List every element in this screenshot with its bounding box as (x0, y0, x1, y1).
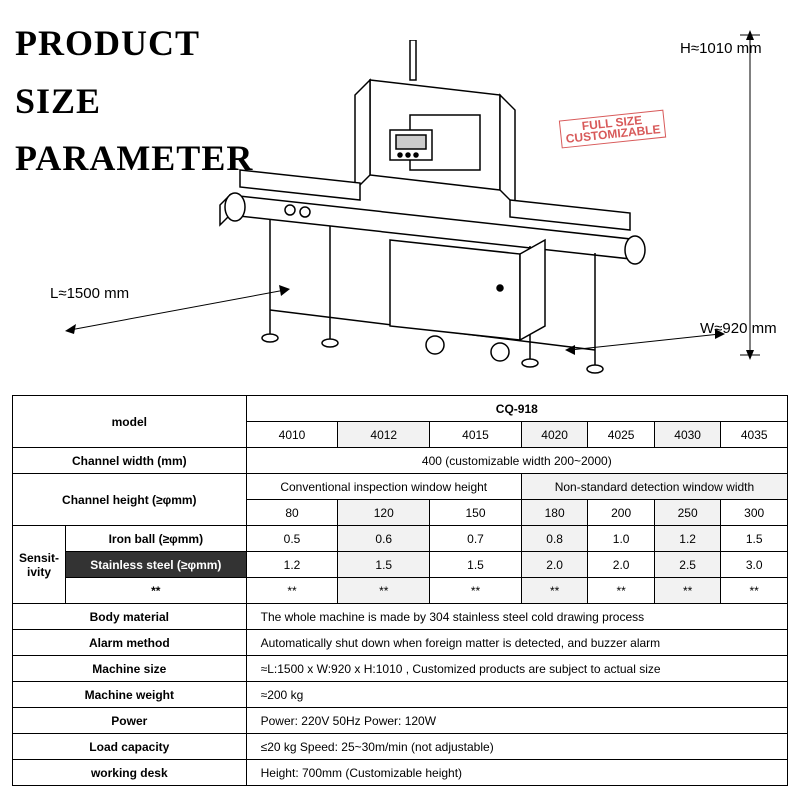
hdr-power: Power (13, 708, 247, 734)
ss-6: 3.0 (721, 552, 788, 578)
spec-table: model CQ-918 4010 4012 4015 4020 4025 40… (12, 395, 788, 786)
dimension-height: H≈1010 mm (680, 40, 762, 57)
star-4: ** (588, 578, 655, 604)
ss-0: 1.2 (246, 552, 338, 578)
height-6: 300 (721, 500, 788, 526)
hdr-window-nonstd: Non-standard detection window width (521, 474, 787, 500)
hdr-iron: Iron ball (≥φmm) (66, 526, 247, 552)
product-diagram: H≈1010 mm W≈920 mm L≈1500 mm FULL SIZE C… (180, 10, 790, 380)
hdr-desk: working desk (13, 760, 247, 786)
val-power: Power: 220V 50Hz Power: 120W (246, 708, 787, 734)
height-5: 250 (654, 500, 721, 526)
hdr-weight: Machine weight (13, 682, 247, 708)
star-6: ** (721, 578, 788, 604)
dimension-width: W≈920 mm (700, 320, 777, 337)
variant-5: 4030 (654, 422, 721, 448)
hdr-ss: Stainless steel (≥φmm) (66, 552, 247, 578)
ss-3: 2.0 (521, 552, 588, 578)
val-channel-width: 400 (customizable width 200~2000) (246, 448, 787, 474)
hdr-load: Load capacity (13, 734, 247, 760)
val-alarm: Automatically shut down when foreign mat… (246, 630, 787, 656)
iron-2: 0.7 (430, 526, 522, 552)
variant-0: 4010 (246, 422, 338, 448)
height-3: 180 (521, 500, 588, 526)
val-size: ≈L:1500 x W:920 x H:1010 , Customized pr… (246, 656, 787, 682)
iron-5: 1.2 (654, 526, 721, 552)
hdr-model: model (13, 396, 247, 448)
height-1: 120 (338, 500, 430, 526)
variant-4: 4025 (588, 422, 655, 448)
height-4: 200 (588, 500, 655, 526)
hdr-series: CQ-918 (246, 396, 787, 422)
star-1: ** (338, 578, 430, 604)
iron-6: 1.5 (721, 526, 788, 552)
hdr-size: Machine size (13, 656, 247, 682)
height-0: 80 (246, 500, 338, 526)
star-0: ** (246, 578, 338, 604)
hdr-body-material: Body material (13, 604, 247, 630)
hdr-channel-height: Channel height (≥φmm) (13, 474, 247, 526)
star-5: ** (654, 578, 721, 604)
hdr-window-conv: Conventional inspection window height (246, 474, 521, 500)
val-weight: ≈200 kg (246, 682, 787, 708)
ss-4: 2.0 (588, 552, 655, 578)
ss-5: 2.5 (654, 552, 721, 578)
star-3: ** (521, 578, 588, 604)
iron-4: 1.0 (588, 526, 655, 552)
hdr-sensitivity: Sensit-ivity (13, 526, 66, 604)
hdr-star: ** (66, 578, 247, 604)
dimension-length: L≈1500 mm (50, 285, 129, 302)
variant-2: 4015 (430, 422, 522, 448)
iron-3: 0.8 (521, 526, 588, 552)
val-load: ≤20 kg Speed: 25~30m/min (not adjustable… (246, 734, 787, 760)
height-2: 150 (430, 500, 522, 526)
variant-6: 4035 (721, 422, 788, 448)
val-body-material: The whole machine is made by 304 stainle… (246, 604, 787, 630)
ss-2: 1.5 (430, 552, 522, 578)
star-2: ** (430, 578, 522, 604)
val-desk: Height: 700mm (Customizable height) (246, 760, 787, 786)
iron-0: 0.5 (246, 526, 338, 552)
variant-1: 4012 (338, 422, 430, 448)
variant-3: 4020 (521, 422, 588, 448)
hdr-alarm: Alarm method (13, 630, 247, 656)
hdr-channel-width: Channel width (mm) (13, 448, 247, 474)
ss-1: 1.5 (338, 552, 430, 578)
iron-1: 0.6 (338, 526, 430, 552)
